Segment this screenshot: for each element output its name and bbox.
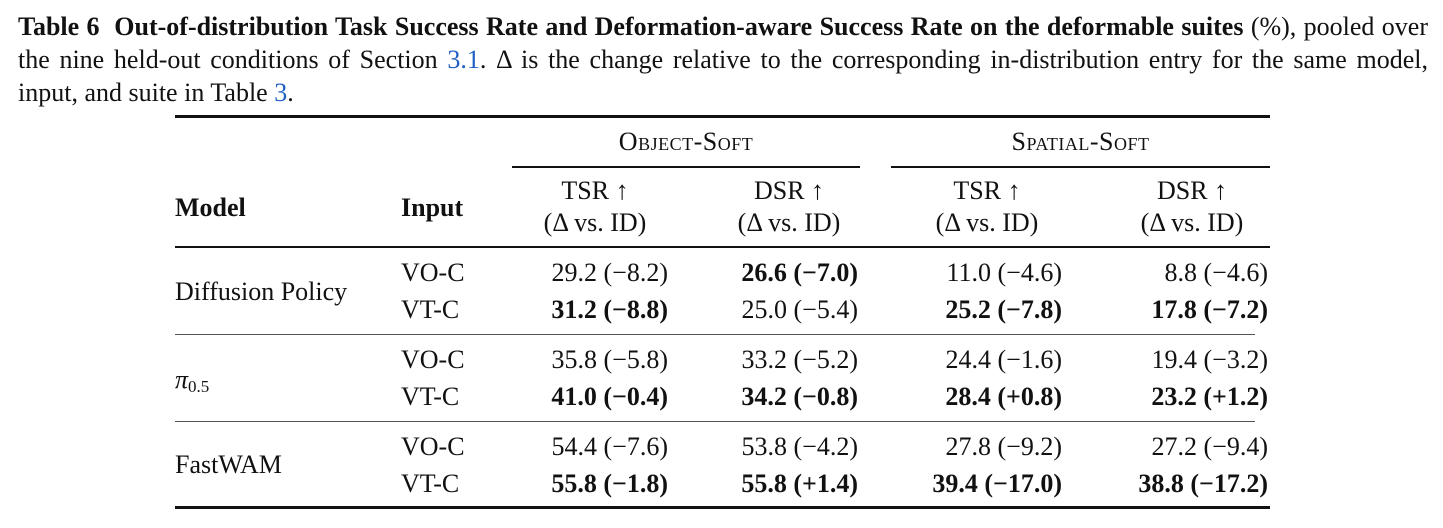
table-cell: 28.4 (+0.8): [945, 382, 1062, 411]
table-cell: 54.4 (−7.6): [551, 432, 668, 461]
table-cell: 8.8 (−4.6): [1164, 258, 1268, 287]
table-cell: 33.2 (−5.2): [741, 345, 858, 374]
table-cell: 29.2 (−8.2): [551, 258, 668, 287]
header-input: Input: [401, 193, 464, 222]
table-cell: 55.8 (+1.4): [741, 469, 858, 498]
input-label: VO-C: [401, 345, 465, 374]
pi-subscript: 0.5: [188, 377, 210, 396]
model-diffusion-policy: Diffusion Policy: [175, 277, 348, 306]
input-label: VT-C: [401, 382, 460, 411]
row-divider-1: [175, 334, 1255, 335]
header-spatial-tsr: TSR ↑: [953, 176, 1021, 205]
table-cell: 27.8 (−9.2): [945, 432, 1062, 461]
header-spatial-dsr: DSR ↑: [1156, 176, 1228, 205]
header-spatial-tsr-delta: (Δ vs. ID): [935, 208, 1039, 237]
section-ref-link[interactable]: 3.1: [447, 45, 480, 74]
input-label: VO-C: [401, 432, 465, 461]
table-bottom-rule: [175, 506, 1270, 509]
table-ref-link[interactable]: 3: [274, 78, 288, 107]
caption-text-c: .: [287, 78, 294, 107]
header-model: Model: [175, 193, 246, 222]
table-cell: 41.0 (−0.4): [551, 382, 668, 411]
model-pi-0-5: π0.5: [175, 365, 209, 402]
table-caption: Table 6 Out-of-distribution Task Success…: [18, 10, 1428, 109]
table-cell: 25.0 (−5.4): [741, 295, 858, 324]
table-cell: 24.4 (−1.6): [945, 345, 1062, 374]
header-object-dsr: DSR ↑: [753, 176, 825, 205]
table-cell: 23.2 (+1.2): [1151, 382, 1268, 411]
table-top-rule: [175, 115, 1270, 118]
caption-text-b: . Δ is the change relative to the corres…: [18, 45, 1428, 107]
table-cell: 27.2 (−9.4): [1151, 432, 1268, 461]
spatial-soft-group-rule: [891, 166, 1270, 168]
caption-text-a: (%), pooled over the nine held-out condi…: [18, 12, 1429, 74]
table-cell: 39.4 (−17.0): [932, 469, 1062, 498]
input-label: VO-C: [401, 258, 465, 287]
header-object-soft: Object-Soft: [618, 127, 754, 156]
header-spatial-soft: Spatial-Soft: [1011, 127, 1150, 156]
caption-label: Table 6: [18, 12, 100, 41]
table-cell: 55.8 (−1.8): [551, 469, 668, 498]
caption-title: Out-of-distribution Task Success Rate an…: [114, 12, 1244, 41]
row-divider-2: [175, 421, 1255, 422]
input-label: VT-C: [401, 469, 460, 498]
table-cell: 19.4 (−3.2): [1151, 345, 1268, 374]
header-object-tsr: TSR ↑: [561, 176, 629, 205]
object-soft-group-rule: [512, 166, 860, 168]
table-cell: 31.2 (−8.8): [551, 295, 668, 324]
table-cell: 34.2 (−0.8): [741, 382, 858, 411]
input-label: VT-C: [401, 295, 460, 324]
model-fastwam: FastWAM: [175, 450, 282, 479]
pi-symbol: π: [175, 365, 189, 394]
table-cell: 25.2 (−7.8): [945, 295, 1062, 324]
table-cell: 53.8 (−4.2): [741, 432, 858, 461]
header-object-dsr-delta: (Δ vs. ID): [737, 208, 841, 237]
header-spatial-dsr-delta: (Δ vs. ID): [1140, 208, 1244, 237]
table-cell: 38.8 (−17.2): [1138, 469, 1268, 498]
table-cell: 26.6 (−7.0): [741, 258, 858, 287]
header-object-tsr-delta: (Δ vs. ID): [543, 208, 647, 237]
table-cell: 11.0 (−4.6): [946, 258, 1062, 287]
table-cell: 17.8 (−7.2): [1151, 295, 1268, 324]
header-bottom-rule: [175, 246, 1270, 248]
table-cell: 35.8 (−5.8): [551, 345, 668, 374]
